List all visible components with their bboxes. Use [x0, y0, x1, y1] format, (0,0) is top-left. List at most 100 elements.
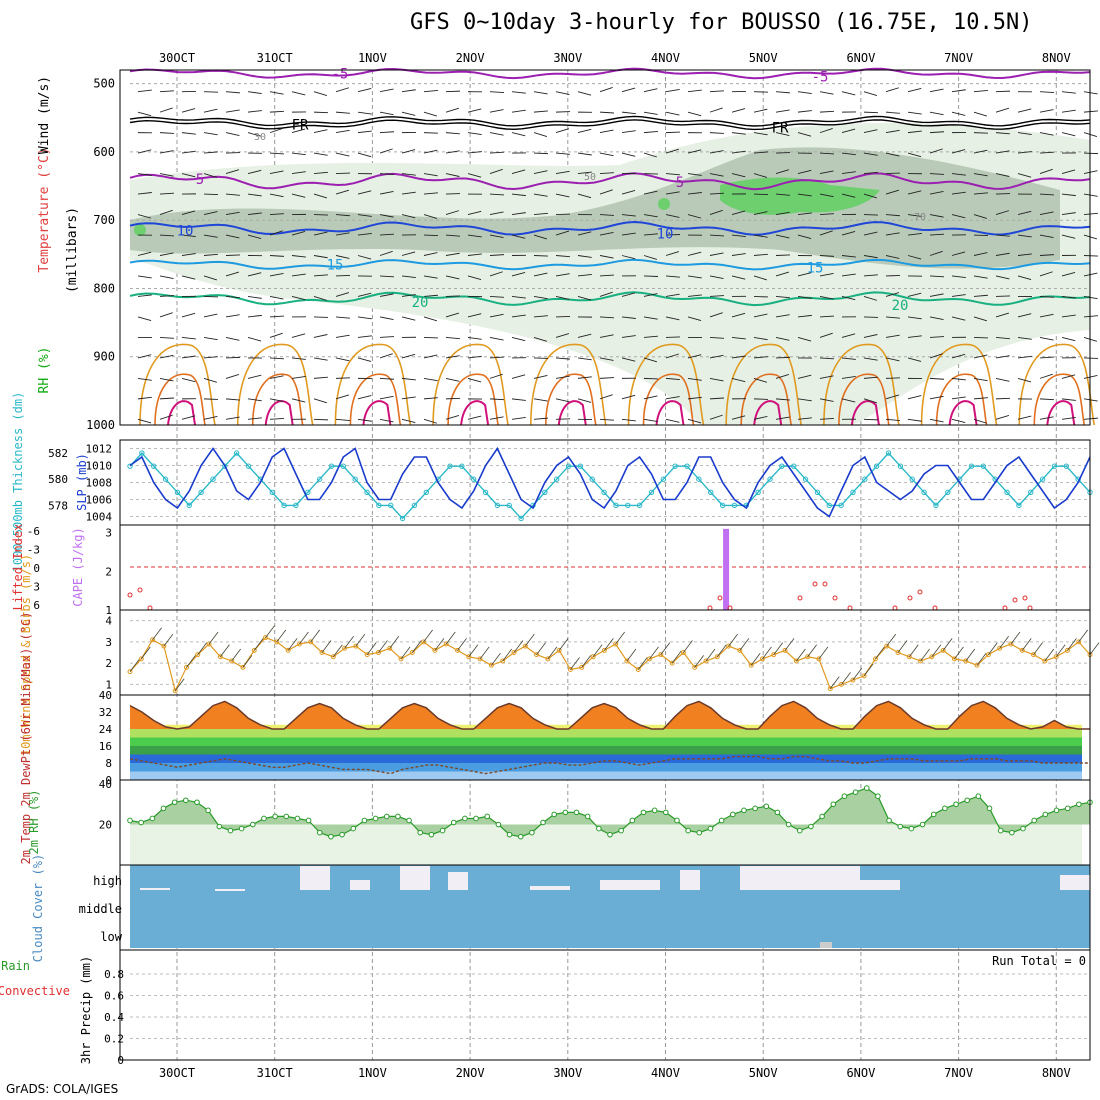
rh-blob — [134, 224, 146, 236]
rh-point — [127, 817, 133, 824]
wind-barb — [1017, 253, 1032, 256]
bottom-date-label: 1NOV — [358, 1066, 387, 1080]
wind-barb — [555, 333, 570, 338]
wind-barb — [313, 357, 328, 361]
wind-barb — [995, 415, 1010, 420]
wind-barb — [863, 171, 878, 175]
wind-barb — [225, 356, 240, 359]
wind-barb — [1039, 296, 1054, 298]
pressure-tick-label: 900 — [93, 350, 115, 364]
wind-barb — [731, 336, 746, 340]
wind-barb — [951, 275, 966, 278]
wind-barb — [181, 415, 196, 420]
wind-barb — [335, 418, 350, 422]
wind-barb — [489, 398, 504, 401]
wind-barb — [1039, 211, 1054, 215]
wind-barb — [247, 296, 262, 299]
wind-barb — [467, 173, 482, 178]
wind-barb — [709, 414, 723, 420]
wind-barb — [269, 213, 284, 215]
thickness-tick-label: 580 — [48, 473, 68, 486]
wind-barb — [247, 212, 262, 215]
wind-barb — [863, 193, 878, 199]
wind-barb — [621, 357, 636, 362]
cape-tick-label: 1 — [105, 604, 112, 617]
wind-speed-point — [963, 658, 969, 664]
wind-barb — [1017, 108, 1032, 113]
isotherm-10 — [129, 220, 1091, 236]
thickness-point — [909, 476, 915, 482]
wind-barb — [621, 255, 636, 260]
wind-barb — [885, 357, 900, 362]
wind-barb — [819, 110, 834, 113]
wind-barb — [753, 193, 768, 196]
rh-point — [975, 793, 982, 799]
isotherm-freezing — [129, 115, 1091, 127]
wind-barb — [863, 274, 878, 277]
wind-speed-point — [759, 656, 765, 662]
wind-barb — [709, 397, 724, 400]
wind-barb — [203, 173, 218, 178]
wind-barb — [269, 418, 284, 420]
thickness-point — [565, 463, 572, 469]
wind-barb — [555, 273, 570, 277]
wind-barb — [577, 231, 592, 236]
wind-barb — [225, 132, 240, 136]
wind-barb — [731, 415, 746, 420]
wind-barb — [489, 356, 504, 359]
wind-barb — [665, 173, 680, 176]
wind-barb — [885, 189, 900, 195]
wind-barb — [1021, 638, 1032, 651]
wind-barb — [489, 168, 503, 175]
thickness-point — [411, 502, 418, 509]
wind-barb — [709, 107, 723, 113]
rh-point — [305, 817, 312, 824]
wind-barb — [401, 294, 416, 297]
wind-barb — [291, 231, 306, 236]
wind-speed-point — [951, 656, 957, 662]
wind-barb — [875, 646, 885, 660]
slp-tick-label: 1012 — [86, 443, 113, 456]
wind-barb — [709, 252, 724, 256]
li-point — [707, 605, 713, 611]
wind-barb — [621, 232, 636, 236]
wind-barb — [137, 111, 152, 117]
wind-barb — [247, 110, 262, 113]
precip-axis-label: 3hr Precip (mm) — [79, 956, 93, 1064]
rh-point — [294, 815, 301, 822]
wind-barb — [467, 210, 482, 215]
li-point — [717, 595, 723, 601]
wind-barb — [973, 149, 988, 154]
wind-barb — [291, 296, 306, 301]
rh-point — [997, 827, 1004, 834]
wind-barb — [929, 173, 944, 175]
wind-barb — [753, 377, 768, 383]
wind-barb — [731, 253, 746, 256]
wind-barb — [423, 294, 438, 297]
wind-barb — [687, 418, 702, 424]
top-date-label: 1NOV — [358, 51, 387, 65]
wind-barb — [885, 394, 900, 400]
wind-speed-point — [285, 647, 291, 653]
wind-barb — [181, 132, 196, 135]
li-point — [932, 605, 938, 611]
wind-barb — [577, 273, 592, 277]
wind-barb — [1017, 132, 1032, 135]
wind-speed-point — [500, 658, 506, 664]
rh-point — [350, 825, 357, 832]
wind-barb — [269, 230, 283, 236]
wind-barb — [401, 214, 416, 219]
wind-barb — [863, 152, 878, 156]
rh-point — [339, 831, 345, 838]
low-level-contour — [642, 373, 695, 426]
wind-barb — [1039, 193, 1054, 196]
wind-barb — [995, 150, 1010, 154]
wind-speed-point — [477, 656, 483, 662]
rh-point — [149, 815, 156, 822]
wind-barb — [159, 312, 173, 318]
wind-barb — [335, 232, 350, 236]
rh-point — [785, 821, 792, 828]
li-tick-label: 6 — [33, 599, 40, 612]
wind-barb — [863, 357, 878, 361]
rh-point — [819, 813, 825, 820]
